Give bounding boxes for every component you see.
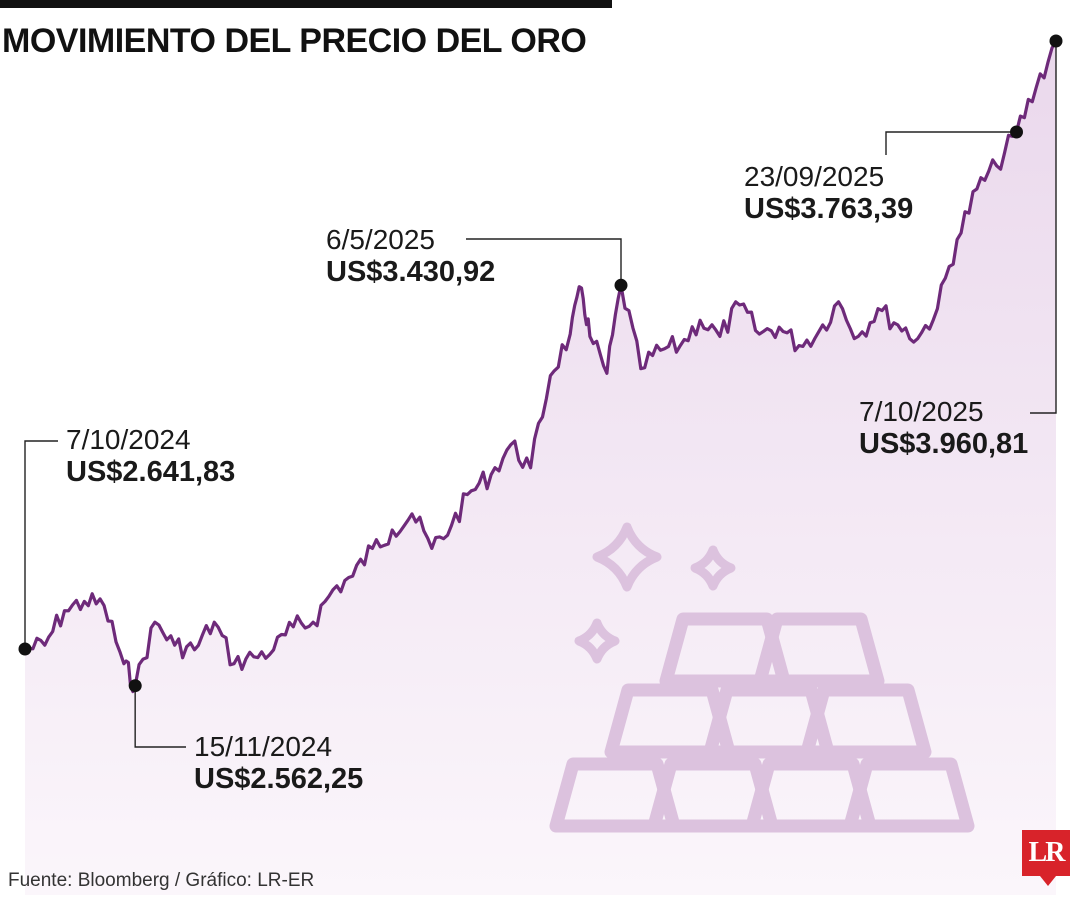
annotation-date: 15/11/2024 — [194, 731, 333, 762]
annotation-point-0 — [18, 642, 32, 656]
sparkle-icon — [592, 522, 662, 592]
gold-bars-sparkles-icon — [549, 522, 975, 833]
annotation-value: US$2.641,83 — [66, 456, 236, 489]
annotation-value: US$2.562,25 — [194, 763, 364, 796]
annotation-date: 23/09/2025 — [744, 161, 885, 192]
lr-logo: LR — [1022, 830, 1070, 876]
gold-bar-shape — [800, 683, 932, 759]
gold-bar-shape — [549, 757, 681, 833]
leader-end — [1030, 41, 1057, 414]
leader-low — [134, 685, 186, 748]
annotation-date: 7/10/2025 — [859, 396, 984, 427]
annotation-date: 6/5/2025 — [326, 224, 435, 255]
leader-start — [24, 440, 58, 649]
annotation-value: US$3.430,92 — [326, 256, 496, 289]
annotation-points — [18, 34, 1063, 693]
gold-bar-shape — [745, 757, 877, 833]
annotation-leaders — [24, 41, 1057, 748]
annotation-point-3 — [1010, 125, 1023, 139]
leader-september — [885, 131, 1017, 155]
gold-bar-shape — [843, 757, 975, 833]
title-bar — [0, 0, 612, 8]
lr-logo-tail — [1040, 876, 1056, 886]
gold-bar-shape — [659, 612, 791, 688]
gold-bar-shape — [647, 757, 779, 833]
sparkle-icon — [690, 545, 736, 591]
chart-title: MOVIMIENTO DEL PRECIO DEL ORO — [2, 22, 587, 60]
annotation-low: 15/11/2024 US$2.562,25 — [194, 731, 363, 797]
gold-bar-shape — [703, 683, 835, 759]
annotation-point-1 — [128, 679, 142, 693]
annotation-start: 7/10/2024 US$2.641,83 — [66, 424, 235, 490]
gold-bar-shape — [753, 612, 885, 688]
annotation-end: 7/10/2025 US$3.960,81 — [859, 396, 1028, 462]
price-line — [24, 40, 1058, 694]
source-note: Fuente: Bloomberg / Gráfico: LR-ER — [8, 870, 315, 891]
gold-bar-shape — [604, 683, 736, 759]
sparkle-icon — [574, 618, 620, 664]
annotation-date: 7/10/2024 — [66, 424, 191, 455]
annotation-value: US$3.763,39 — [744, 193, 914, 226]
annotation-point-4 — [1049, 34, 1063, 48]
annotation-may-peak: 6/5/2025 US$3.430,92 — [326, 224, 495, 290]
annotation-value: US$3.960,81 — [859, 428, 1029, 461]
leader-may-peak — [466, 238, 622, 286]
annotation-september: 23/09/2025 US$3.763,39 — [744, 161, 913, 227]
annotation-point-2 — [614, 278, 628, 292]
